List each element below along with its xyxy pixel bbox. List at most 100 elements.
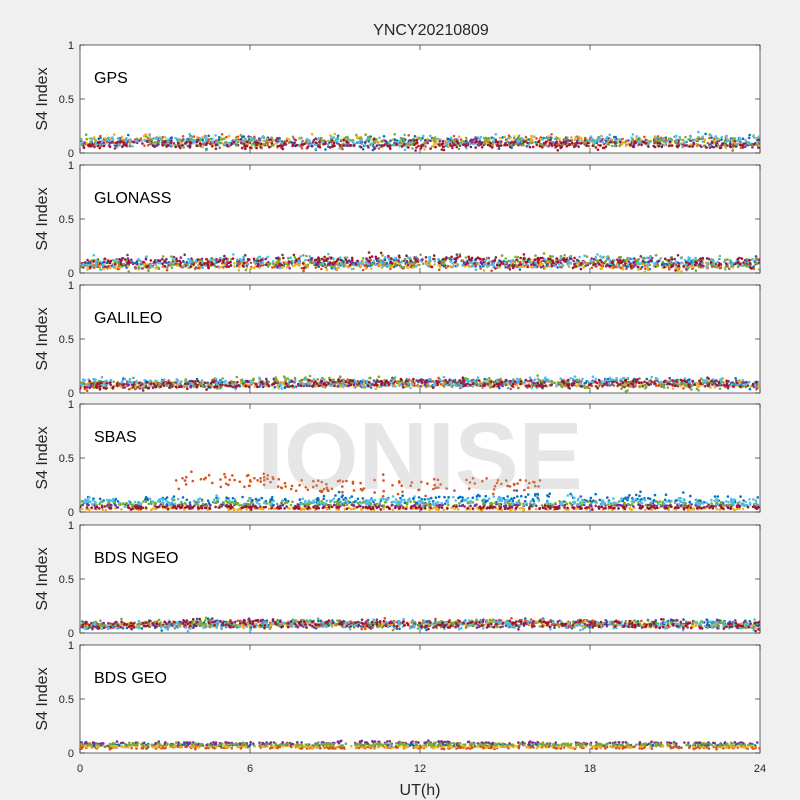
data-point xyxy=(475,137,478,141)
data-point xyxy=(483,136,486,140)
data-point xyxy=(535,143,538,147)
data-point xyxy=(109,259,113,263)
data-point xyxy=(121,144,125,147)
data-point xyxy=(403,257,407,261)
data-point xyxy=(424,385,428,389)
data-point xyxy=(407,134,411,137)
data-point xyxy=(294,144,297,148)
data-point xyxy=(697,135,700,139)
data-point xyxy=(331,144,334,148)
data-point xyxy=(709,261,713,264)
data-point xyxy=(307,141,310,144)
data-point xyxy=(305,137,309,141)
data-point xyxy=(731,149,734,152)
data-point xyxy=(503,143,507,147)
data-point xyxy=(276,137,280,140)
data-point xyxy=(163,264,166,268)
data-point xyxy=(465,147,468,150)
data-point xyxy=(85,268,89,271)
data-point xyxy=(458,254,462,258)
data-point xyxy=(526,265,529,269)
data-point xyxy=(166,138,170,141)
data-point xyxy=(550,380,553,383)
data-point xyxy=(517,140,520,144)
data-point xyxy=(310,132,314,136)
data-point xyxy=(659,257,663,260)
data-point xyxy=(165,266,168,269)
data-point xyxy=(225,135,228,139)
data-point xyxy=(655,138,658,142)
data-point xyxy=(421,143,424,147)
data-point xyxy=(403,140,406,143)
data-point xyxy=(164,136,167,139)
data-point xyxy=(374,263,377,267)
data-point xyxy=(206,260,210,263)
data-point xyxy=(545,263,549,267)
data-point xyxy=(438,140,442,143)
data-point xyxy=(242,135,246,138)
data-point xyxy=(301,262,305,265)
data-point xyxy=(698,262,702,266)
data-point xyxy=(608,384,612,387)
data-point xyxy=(441,142,445,145)
data-point xyxy=(635,135,638,138)
data-point xyxy=(616,258,619,262)
data-point xyxy=(282,256,285,260)
data-point xyxy=(90,137,93,140)
data-point xyxy=(700,260,703,263)
data-point xyxy=(221,138,224,141)
data-point xyxy=(222,266,225,269)
data-point xyxy=(483,263,486,267)
data-point xyxy=(98,262,101,265)
data-point xyxy=(462,382,465,386)
data-point xyxy=(287,260,291,263)
data-point xyxy=(696,263,699,267)
data-point xyxy=(726,139,730,142)
data-point xyxy=(706,261,710,265)
data-point xyxy=(196,258,200,261)
data-point xyxy=(731,381,734,384)
data-point xyxy=(539,266,543,269)
data-point xyxy=(300,136,303,139)
data-point xyxy=(423,141,427,144)
data-point xyxy=(494,267,497,270)
data-point xyxy=(742,381,745,384)
data-point xyxy=(696,139,700,142)
data-point xyxy=(290,259,294,263)
data-point xyxy=(559,384,563,388)
data-point xyxy=(529,265,533,268)
data-point xyxy=(563,254,566,257)
data-point xyxy=(223,263,227,267)
data-point xyxy=(273,385,277,389)
data-point xyxy=(455,262,459,266)
data-point xyxy=(361,257,365,260)
data-point xyxy=(739,143,742,147)
data-point xyxy=(653,262,657,266)
data-point xyxy=(372,259,376,263)
data-point xyxy=(452,264,456,268)
data-point xyxy=(165,145,168,148)
data-point xyxy=(98,146,101,150)
data-point xyxy=(124,264,127,267)
data-point xyxy=(117,138,120,141)
data-point xyxy=(679,384,683,388)
data-point xyxy=(97,140,101,144)
series-6 xyxy=(82,252,754,272)
y-tick-label: 0.5 xyxy=(59,214,74,226)
data-point xyxy=(555,140,558,143)
data-point xyxy=(518,268,522,271)
data-point xyxy=(233,265,236,268)
data-point xyxy=(80,143,84,146)
data-point xyxy=(209,258,212,261)
data-point xyxy=(689,136,692,139)
data-point xyxy=(364,267,368,270)
data-point xyxy=(378,136,381,139)
data-point xyxy=(724,146,728,150)
data-point xyxy=(225,263,229,266)
data-point xyxy=(418,263,421,267)
data-point xyxy=(332,378,335,381)
data-point xyxy=(578,255,581,259)
data-point xyxy=(338,147,342,150)
data-point xyxy=(417,385,420,388)
data-point xyxy=(596,384,600,388)
